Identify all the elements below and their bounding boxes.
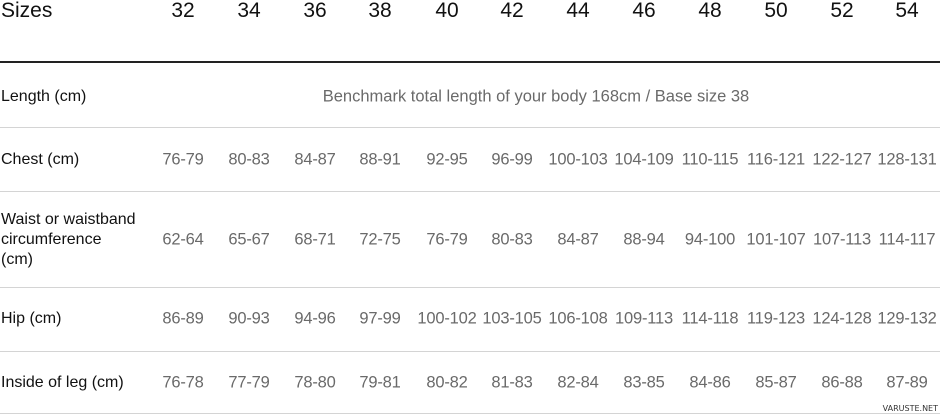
watermark: VARUSTE.NET (882, 404, 938, 413)
size-cell: 106-108 (548, 309, 608, 328)
size-cell: 72-75 (359, 230, 401, 249)
row-label-length: Length (cm) (1, 88, 87, 105)
size-cell: 88-94 (623, 230, 665, 249)
size-header: 52 (830, 0, 854, 22)
size-header: 38 (368, 0, 392, 22)
size-cell: 79-81 (359, 373, 401, 392)
size-cell: 76-78 (162, 373, 204, 392)
size-cell: 96-99 (491, 150, 533, 169)
size-cell: 86-88 (821, 373, 863, 392)
size-cell: 114-117 (878, 230, 936, 249)
size-cell: 77-79 (228, 373, 270, 392)
size-cell: 87-89 (886, 373, 928, 392)
size-header: 36 (303, 0, 327, 22)
size-header: 48 (698, 0, 722, 22)
size-header: 44 (566, 0, 590, 22)
size-cell: 97-99 (359, 309, 401, 328)
size-cell: 82-84 (557, 373, 599, 392)
size-cell: 84-87 (294, 150, 336, 169)
row-divider (0, 127, 940, 128)
row-label-chest: Chest (cm) (1, 151, 80, 168)
row-divider (0, 191, 940, 192)
size-cell: 128-131 (877, 150, 937, 169)
size-cell: 84-86 (689, 373, 731, 392)
header-divider (0, 61, 940, 63)
size-header: 32 (171, 0, 195, 22)
size-cell: 94-96 (294, 309, 336, 328)
size-cell: 85-87 (755, 373, 797, 392)
size-cell: 90-93 (228, 309, 270, 328)
size-cell: 129-132 (877, 309, 937, 328)
size-cell: 81-83 (491, 373, 533, 392)
size-cell: 65-67 (228, 230, 270, 249)
size-header: 50 (764, 0, 788, 22)
size-cell: 110-115 (681, 150, 739, 169)
size-cell: 109-113 (615, 309, 673, 328)
size-cell: 80-82 (426, 373, 468, 392)
row-label-inside-leg: Inside of leg (cm) (1, 374, 124, 391)
size-header: 34 (237, 0, 261, 22)
label-line: Waist or waistband (1, 211, 136, 228)
size-cell: 119-123 (747, 309, 805, 328)
size-cell: 83-85 (623, 373, 665, 392)
size-cell: 100-102 (417, 309, 477, 328)
row-divider (0, 351, 940, 352)
size-cell: 114-118 (681, 309, 739, 328)
size-cell: 88-91 (359, 150, 401, 169)
size-header: 40 (435, 0, 459, 22)
size-cell: 84-87 (557, 230, 599, 249)
size-cell: 80-83 (491, 230, 533, 249)
size-cell: 78-80 (294, 373, 336, 392)
size-cell: 80-83 (228, 150, 270, 169)
row-label-hip: Hip (cm) (1, 310, 62, 327)
size-cell: 103-105 (482, 309, 542, 328)
label-line: circumference (1, 231, 102, 248)
size-header: 46 (632, 0, 656, 22)
size-cell: 116-121 (747, 150, 805, 169)
row-label-waist: Waist or waistband circumference (cm) (1, 210, 136, 270)
size-cell: 107-113 (813, 230, 871, 249)
size-cell: 101-107 (746, 230, 806, 249)
size-cell: 68-71 (294, 230, 336, 249)
row-divider (0, 413, 940, 414)
size-cell: 122-127 (812, 150, 872, 169)
size-cell: 62-64 (162, 230, 204, 249)
size-header: 42 (500, 0, 524, 22)
label-line: (cm) (1, 251, 33, 268)
row-divider (0, 287, 940, 288)
size-cell: 86-89 (162, 309, 204, 328)
size-cell: 124-128 (812, 309, 872, 328)
size-cell: 92-95 (426, 150, 468, 169)
size-cell: 104-109 (614, 150, 674, 169)
size-cell: 76-79 (426, 230, 468, 249)
size-header: 54 (895, 0, 919, 22)
length-benchmark-note: Benchmark total length of your body 168c… (322, 87, 750, 106)
sizes-header: Sizes (1, 0, 53, 22)
size-cell: 100-103 (548, 150, 608, 169)
size-cell: 94-100 (684, 230, 736, 249)
size-cell: 76-79 (162, 150, 204, 169)
